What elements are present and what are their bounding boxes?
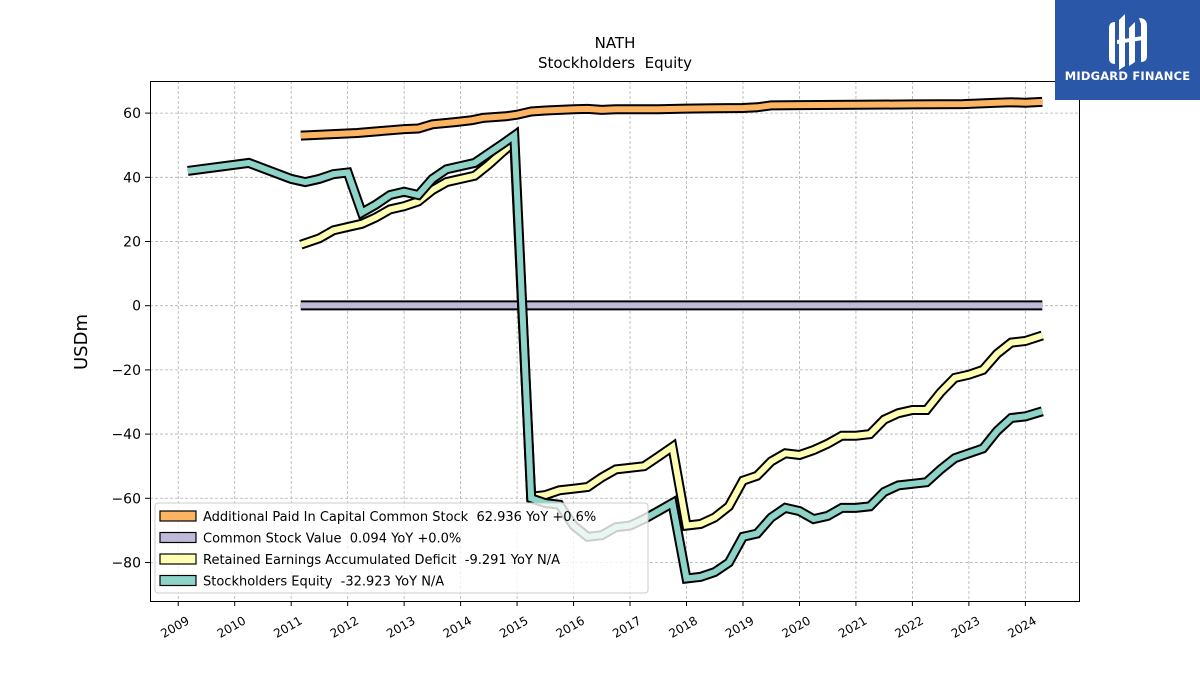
x-tick-label: 2014 bbox=[441, 613, 474, 640]
midgard-finance-logo-icon bbox=[1109, 14, 1147, 70]
plot-area-frame bbox=[150, 81, 1080, 602]
legend-swatch bbox=[159, 553, 197, 565]
y-tick-label: 40 bbox=[123, 170, 141, 186]
legend-swatch bbox=[159, 510, 197, 522]
x-tick-label: 2023 bbox=[949, 613, 982, 640]
series-line-1 bbox=[300, 98, 1043, 139]
series-lines bbox=[187, 96, 1044, 584]
legend: Additional Paid In Capital Common Stock … bbox=[154, 502, 649, 594]
legend-label: Retained Earnings Accumulated Deficit -9… bbox=[203, 553, 560, 568]
x-tick-label: 2024 bbox=[1005, 613, 1038, 640]
series-line-3-outline bbox=[299, 131, 1044, 532]
x-tick-label: 2019 bbox=[723, 613, 756, 640]
y-tick-label: 0 bbox=[132, 299, 141, 315]
y-tick-label: 20 bbox=[123, 234, 141, 250]
y-axis: 60 40 20 0 −20 −40 −60 −80 bbox=[111, 106, 150, 571]
y-tick-label: −40 bbox=[111, 427, 141, 443]
series-line-3 bbox=[299, 135, 1044, 529]
x-tick-label: 2015 bbox=[497, 613, 530, 640]
y-tick-label: −60 bbox=[111, 491, 141, 507]
legend-label: Common Stock Value 0.094 YoY +0.0% bbox=[203, 532, 461, 547]
x-tick-label: 2022 bbox=[892, 613, 925, 640]
legend-label: Additional Paid In Capital Common Stock … bbox=[203, 510, 596, 525]
x-axis: 2009 2010 2011 2012 2013 2014 2015 2016 2017 2018… bbox=[158, 601, 1039, 641]
y-axis-label: USDm bbox=[71, 314, 92, 370]
x-tick-label: 2021 bbox=[836, 613, 869, 640]
y-tick-label: −80 bbox=[111, 555, 141, 571]
midgard-finance-logo: MIDGARD FINANCE bbox=[1055, 0, 1200, 100]
chart-title: NATH bbox=[595, 34, 636, 52]
x-tick-label: 2020 bbox=[779, 613, 812, 640]
x-tick-label: 2018 bbox=[667, 613, 700, 640]
x-tick-label: 2017 bbox=[610, 613, 643, 640]
y-tick-label: −20 bbox=[111, 363, 141, 379]
legend-label: Stockholders Equity -32.923 YoY N/A bbox=[203, 575, 444, 590]
x-tick-label: 2012 bbox=[328, 613, 361, 640]
logo-text: MIDGARD FINANCE bbox=[1064, 69, 1191, 83]
x-tick-label: 2011 bbox=[271, 613, 304, 640]
x-tick-label: 2009 bbox=[158, 613, 191, 640]
x-tick-label: 2016 bbox=[554, 613, 587, 640]
x-tick-label: 2010 bbox=[215, 613, 248, 640]
legend-swatch bbox=[159, 531, 197, 544]
legend-swatch bbox=[159, 574, 197, 587]
legend-box bbox=[154, 502, 649, 594]
chart-subtitle: Stockholders Equity bbox=[538, 54, 692, 72]
series-line-4 bbox=[187, 129, 1044, 582]
x-tick-label: 2013 bbox=[384, 613, 417, 640]
y-tick-label: 60 bbox=[123, 106, 141, 122]
